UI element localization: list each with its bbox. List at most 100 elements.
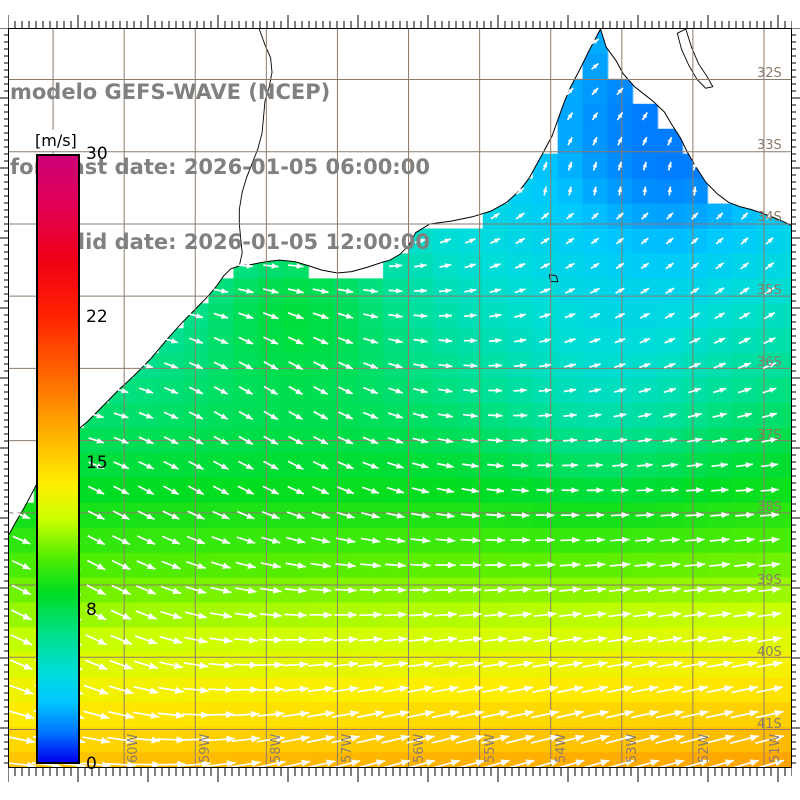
wind-arrow	[438, 338, 453, 344]
wind-arrow	[262, 312, 279, 320]
wind-arrow	[282, 710, 310, 718]
wind-arrow	[689, 337, 701, 344]
wind-arrow	[188, 386, 204, 395]
wind-arrow	[338, 411, 354, 420]
wind-arrow	[382, 685, 409, 693]
top-axis-ruler	[8, 8, 792, 29]
wind-arrow	[307, 685, 334, 693]
wind-arrow	[539, 287, 551, 294]
wind-arrow	[386, 486, 405, 494]
wind-arrow	[113, 412, 129, 419]
longitude-label: 56W	[411, 733, 427, 763]
wind-arrow	[337, 312, 354, 319]
wind-arrow	[481, 710, 509, 719]
wind-arrow	[338, 386, 354, 395]
wind-arrow	[287, 460, 304, 470]
wind-arrow	[331, 734, 360, 744]
wind-arrow	[437, 437, 454, 444]
wind-arrow	[682, 635, 707, 643]
wind-arrow	[12, 535, 31, 545]
wind-arrow	[163, 460, 179, 470]
wind-arrow	[432, 685, 459, 693]
wind-arrow	[188, 435, 204, 445]
wind-arrow	[281, 759, 311, 767]
wind-arrow	[586, 487, 604, 494]
wind-arrow	[583, 759, 610, 767]
wind-arrow	[156, 760, 186, 767]
wind-arrow	[386, 512, 405, 519]
wind-arrow	[764, 261, 775, 270]
wind-arrow	[709, 536, 730, 544]
coastline	[238, 29, 273, 266]
wind-arrow	[608, 759, 635, 767]
wind-arrow	[537, 462, 554, 469]
wind-arrow	[534, 586, 557, 594]
wind-arrow	[413, 313, 428, 319]
wind-arrow	[559, 561, 581, 569]
wind-arrow	[762, 387, 777, 394]
wind-arrow	[530, 734, 560, 744]
wind-arrow	[84, 659, 108, 671]
wind-arrow	[359, 611, 382, 619]
wind-arrow	[258, 661, 284, 669]
wind-arrow	[515, 212, 525, 220]
wind-arrow	[11, 584, 32, 596]
wind-arrow	[285, 562, 306, 569]
wind-arrow	[333, 660, 359, 668]
wind-arrow	[633, 586, 656, 594]
wind-arrow	[387, 436, 404, 444]
wind-arrow	[591, 87, 599, 96]
wind-arrow	[433, 759, 461, 767]
wind-arrow	[690, 262, 700, 270]
colorbar-tick-label: 22	[86, 306, 108, 327]
wind-arrow	[335, 537, 356, 544]
wind-arrow	[414, 238, 427, 244]
wind-arrow	[311, 537, 331, 544]
wind-arrow	[681, 685, 709, 694]
latitude-label: 35S	[757, 282, 782, 298]
wind-arrow	[232, 710, 260, 718]
wind-arrow	[208, 661, 234, 669]
wind-arrow	[206, 760, 236, 767]
wind-arrow	[490, 237, 501, 245]
wind-arrow	[281, 735, 310, 743]
wind-arrow	[209, 636, 233, 644]
wind-arrow	[591, 62, 599, 70]
wind-arrow	[213, 386, 229, 395]
wind-arrow	[713, 337, 726, 345]
wind-arrow	[663, 387, 677, 394]
wind-arrow	[740, 212, 749, 220]
wind-arrow	[514, 288, 526, 294]
wind-arrow	[540, 237, 550, 245]
wind-arrow	[634, 561, 656, 569]
wind-arrow	[665, 237, 674, 245]
wind-arrow	[533, 611, 557, 619]
wind-arrow	[85, 609, 107, 621]
wind-arrow	[761, 437, 778, 443]
wind-arrow	[238, 288, 254, 294]
wind-arrow	[566, 87, 574, 96]
wind-arrow	[9, 710, 35, 720]
wind-arrow	[361, 486, 380, 495]
wind-arrow	[334, 586, 357, 594]
wind-arrow	[739, 312, 751, 320]
wind-arrow	[616, 212, 624, 220]
wind-arrow	[235, 587, 257, 594]
coastline	[600, 29, 791, 226]
wind-arrow	[731, 660, 758, 668]
wind-arrow	[381, 734, 410, 744]
wind-arrow	[206, 735, 236, 743]
wind-arrow	[682, 660, 708, 668]
wind-arrow	[362, 436, 379, 445]
wind-arrow	[363, 362, 379, 370]
wind-arrow	[88, 412, 104, 419]
wind-arrow	[387, 412, 404, 419]
wind-arrow	[733, 610, 757, 619]
wind-arrow	[9, 659, 33, 671]
wind-arrow	[187, 510, 205, 520]
wind-arrow	[113, 485, 130, 495]
wind-arrow	[764, 286, 775, 295]
wind-arrow	[184, 636, 208, 644]
wind-arrow	[730, 709, 759, 719]
wind-arrow	[210, 586, 232, 594]
